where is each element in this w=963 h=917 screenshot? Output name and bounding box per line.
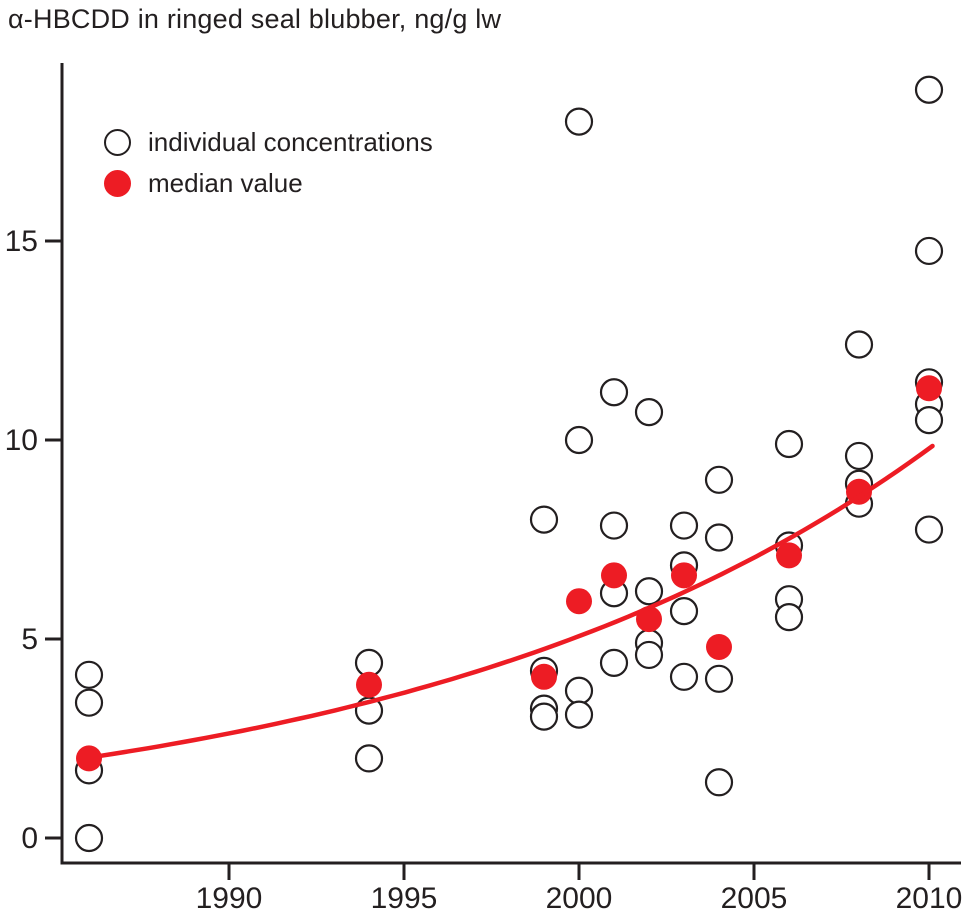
individual-point — [529, 505, 559, 534]
x-tick-label: 1990 — [196, 882, 263, 915]
filled-circle-icon — [104, 169, 131, 197]
individual-point — [74, 660, 104, 689]
individual-point — [844, 330, 874, 359]
individual-point — [914, 406, 944, 435]
individual-point — [634, 398, 664, 427]
individual-point — [564, 676, 594, 705]
individual-point — [634, 577, 664, 606]
legend-label-individual: individual concentrations — [148, 126, 433, 157]
median-point — [706, 633, 732, 660]
individual-point — [599, 511, 629, 540]
individual-point — [704, 664, 734, 693]
legend: individual concentrations median value — [104, 126, 433, 210]
individual-point — [669, 597, 699, 626]
chart-title: α-HBCDD in ringed seal blubber, ng/g lw — [8, 4, 502, 34]
individual-point — [564, 700, 594, 729]
individual-point — [704, 523, 734, 552]
median-point — [531, 663, 557, 690]
individual-point — [354, 744, 384, 773]
legend-item-individual: individual concentrations — [104, 126, 433, 157]
median-point — [776, 542, 802, 569]
individual-point — [844, 441, 874, 471]
y-tick-label: 0 — [21, 822, 38, 855]
individual-point — [74, 688, 104, 717]
y-tick-label: 15 — [5, 225, 38, 258]
x-tick-label: 2005 — [721, 882, 788, 915]
legend-label-median: median value — [148, 167, 303, 198]
individual-point — [774, 429, 804, 459]
median-point — [916, 375, 942, 402]
individual-point — [669, 662, 699, 691]
trend-line — [86, 443, 935, 760]
individual-point — [599, 648, 629, 677]
individual-point — [704, 768, 734, 797]
median-point — [671, 562, 697, 589]
individual-point — [669, 511, 699, 540]
individual-point — [914, 515, 944, 544]
individual-point — [529, 702, 559, 731]
individual-point — [914, 236, 944, 266]
median-point — [566, 588, 592, 615]
y-tick-label: 5 — [21, 623, 38, 656]
individual-point — [599, 378, 629, 407]
x-tick-label: 2010 — [896, 882, 963, 915]
median-point — [601, 562, 627, 589]
individual-point — [564, 425, 594, 455]
individual-point — [564, 107, 594, 136]
x-tick-label: 2000 — [546, 882, 613, 915]
individual-point — [914, 75, 944, 104]
individual-point — [774, 603, 804, 632]
x-tick-label: 1995 — [371, 882, 438, 915]
open-circle-icon — [104, 128, 131, 156]
median-point — [356, 671, 382, 698]
y-tick-label: 10 — [5, 424, 38, 457]
individual-point — [634, 640, 664, 670]
individual-point — [74, 823, 104, 853]
legend-item-median: median value — [104, 167, 433, 198]
individual-point — [704, 465, 734, 494]
